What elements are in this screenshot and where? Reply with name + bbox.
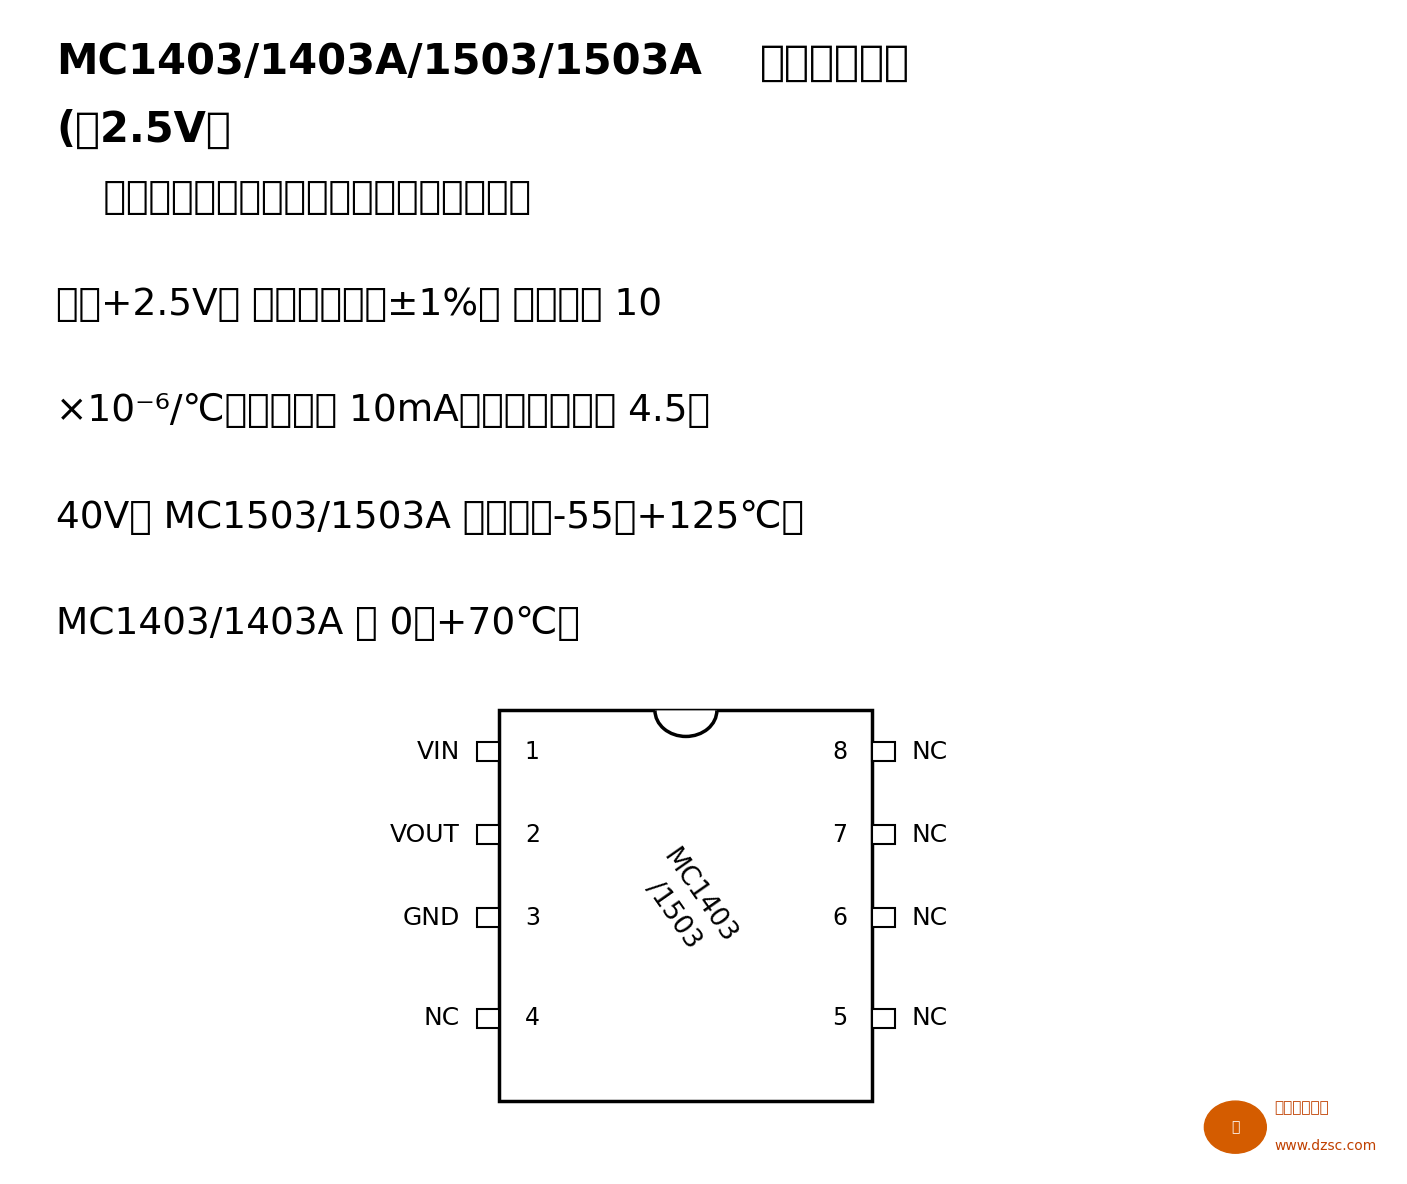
- Text: MC1403/1403A 为 0～+70℃。: MC1403/1403A 为 0～+70℃。: [56, 606, 580, 642]
- Text: VOUT: VOUT: [390, 823, 460, 847]
- Wedge shape: [654, 710, 716, 736]
- Bar: [499, 710, 872, 1101]
- Text: (＋2.5V）: (＋2.5V）: [56, 109, 231, 150]
- Bar: [872, 742, 895, 761]
- Text: 8: 8: [832, 740, 847, 764]
- Text: 3: 3: [525, 906, 540, 929]
- Text: VIN: VIN: [416, 740, 460, 764]
- Text: 电压+2.5V； 输出电压误差±1%； 温度漂移 10: 电压+2.5V； 输出电压误差±1%； 温度漂移 10: [56, 287, 663, 322]
- Text: 维库电子市场: 维库电子市场: [1275, 1100, 1330, 1115]
- Text: 4: 4: [525, 1006, 540, 1030]
- Text: 7: 7: [832, 823, 847, 847]
- Bar: [477, 908, 499, 927]
- Bar: [477, 1009, 499, 1028]
- Text: NC: NC: [912, 906, 948, 929]
- Text: 2: 2: [525, 823, 540, 847]
- Text: NC: NC: [912, 823, 948, 847]
- Text: 1: 1: [525, 740, 540, 764]
- Text: 高精度、低温度漂移的基准电压电路；输出: 高精度、低温度漂移的基准电压电路；输出: [56, 180, 532, 215]
- Text: NC: NC: [424, 1006, 460, 1030]
- Text: MC1403/1403A/1503/1503A: MC1403/1403A/1503/1503A: [56, 41, 702, 83]
- Text: NC: NC: [912, 1006, 948, 1030]
- Text: NC: NC: [912, 740, 948, 764]
- Text: 40V； MC1503/1503A 工作温度-55～+125℃，: 40V； MC1503/1503A 工作温度-55～+125℃，: [56, 500, 805, 535]
- Text: MC1403
/1503: MC1403 /1503: [632, 845, 740, 966]
- Bar: [872, 825, 895, 844]
- Text: 维: 维: [1231, 1120, 1240, 1134]
- Bar: [872, 1009, 895, 1028]
- Text: ×10⁻⁶/℃；输出电流 10mA；输入电压范围 4.5～: ×10⁻⁶/℃；输出电流 10mA；输入电压范围 4.5～: [56, 393, 711, 429]
- Text: www.dzsc.com: www.dzsc.com: [1275, 1139, 1377, 1153]
- Text: 5: 5: [832, 1006, 847, 1030]
- Bar: [872, 908, 895, 927]
- Bar: [477, 825, 499, 844]
- Bar: [477, 742, 499, 761]
- Text: 基准电压电路: 基准电压电路: [760, 41, 910, 83]
- Text: 6: 6: [832, 906, 847, 929]
- Circle shape: [1204, 1101, 1266, 1153]
- Text: GND: GND: [402, 906, 460, 929]
